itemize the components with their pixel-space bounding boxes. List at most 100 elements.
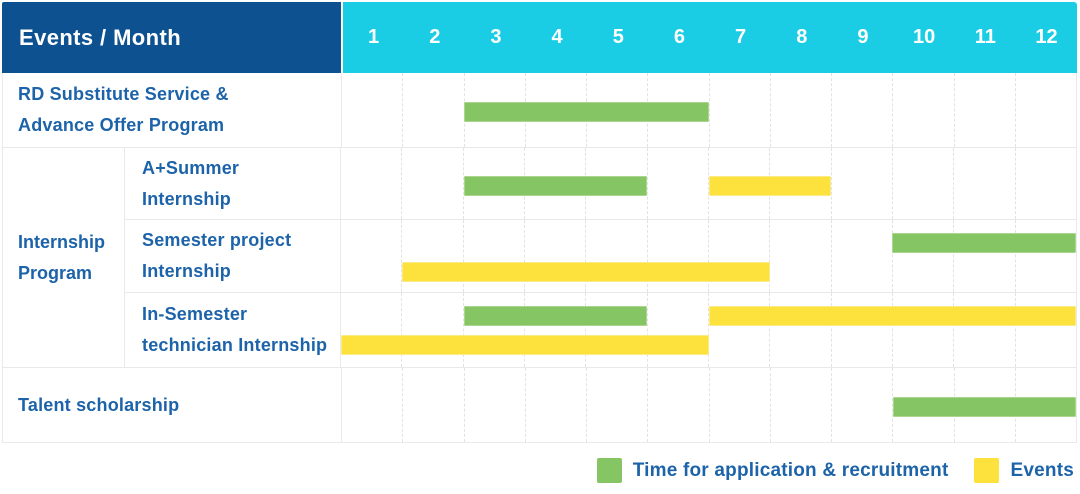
application-bar (892, 233, 1076, 253)
month-grid-cell (462, 148, 524, 219)
table-header-row: Events / Month 1 2 3 4 5 6 7 8 9 10 11 12 (2, 2, 1077, 73)
row-label-line: Internship (142, 188, 232, 209)
month-grid-cell (341, 293, 401, 367)
month-grid-cell (1014, 73, 1076, 147)
month-grid-cell (831, 73, 892, 147)
event-bar (708, 306, 1076, 326)
month-grid-cell (524, 368, 586, 442)
month-grid-cell (1014, 148, 1076, 219)
month-grid-cell (953, 148, 1014, 219)
row-label: Semester project Internship (125, 220, 340, 292)
month-grid-cell (953, 220, 1014, 292)
month-grid-cell (953, 73, 1015, 147)
month-header-cell: 9 (857, 26, 869, 48)
month-grid-cell (830, 220, 892, 292)
month-grid-cell (891, 148, 953, 219)
row-timeline (340, 293, 1076, 367)
events-gantt-table: Events / Month 1 2 3 4 5 6 7 8 9 10 11 12 RD Substi… (2, 2, 1077, 443)
month-number-header: 1 2 3 4 5 6 7 8 9 10 11 12 (343, 2, 1077, 73)
month-header-cell: 4 (551, 26, 563, 48)
month-grid-cell (585, 293, 646, 367)
events-month-header-cell: Events / Month (2, 2, 341, 73)
row-label: Talent scholarship (3, 368, 341, 442)
row-timeline (340, 220, 1076, 292)
group-label-internship-program: Internship Program (3, 148, 125, 367)
row-label-line: RD Substitute Service & (18, 84, 229, 104)
month-header-cell: 11 (974, 26, 996, 48)
month-grid-cell (401, 293, 462, 367)
month-grid-cell (647, 368, 708, 442)
month-grid-cell (708, 73, 770, 147)
month-grid-cell (523, 220, 585, 292)
month-grid-cell (769, 368, 831, 442)
month-grid-cell (462, 293, 524, 367)
row-label: RD Substitute Service & Advance Offer Pro… (3, 73, 341, 147)
month-header-cell: 3 (490, 26, 502, 48)
month-grid-cell (707, 293, 769, 367)
row-timeline (341, 368, 1076, 442)
legend: Time for application & recruitment Events (596, 458, 1074, 483)
month-grid-cell (707, 220, 769, 292)
row-label-line: Internship (142, 261, 232, 281)
table-row: A+Summer Internship (125, 148, 1076, 220)
row-label-line: Talent scholarship (18, 394, 180, 415)
month-grid-cell (769, 73, 831, 147)
month-grid-cell (463, 368, 525, 442)
month-header-cell: 1 (368, 26, 380, 48)
application-bar (464, 102, 709, 122)
month-grid-cell (708, 368, 770, 442)
legend-item: Time for application & recruitment (596, 458, 949, 483)
month-grid-cell (341, 148, 401, 219)
row-label-line: In-Semester (142, 304, 248, 324)
row-label-line: A+Summer (142, 157, 240, 178)
month-grid-cell (891, 293, 953, 367)
month-grid-cell (891, 220, 953, 292)
month-grid-cell (1014, 220, 1076, 292)
month-grid-cell (707, 148, 769, 219)
application-bar (463, 306, 648, 326)
month-grid-cell (342, 73, 402, 147)
month-header-cell: 8 (796, 26, 808, 48)
group-section-internship-program: Internship Program A+Summer Internship Semes… (3, 148, 1076, 368)
month-grid-cell (953, 293, 1014, 367)
row-label-line: Advance Offer Program (18, 115, 225, 135)
month-grid-cell (462, 220, 524, 292)
month-grid-cell (646, 148, 708, 219)
month-grid-cell (769, 293, 830, 367)
month-grid-cell (830, 293, 892, 367)
month-header-cell: 10 (913, 26, 936, 48)
month-grid-cell (523, 293, 585, 367)
event-bar (708, 175, 831, 196)
table-row: Talent scholarship (3, 368, 1076, 442)
row-timeline (340, 148, 1076, 219)
application-bar (892, 397, 1076, 417)
month-grid-cell (830, 148, 892, 219)
table-body: RD Substitute Service & Advance Offer Pro… (2, 73, 1077, 443)
application-swatch-icon (596, 458, 622, 483)
month-grid-cell (463, 73, 525, 147)
month-grid-cell (769, 220, 830, 292)
month-header-cell: 5 (612, 26, 624, 48)
month-grid-cell (401, 148, 462, 219)
row-label: In-Semester technician Internship (125, 293, 340, 367)
month-grid-cell (402, 368, 463, 442)
table-row: Semester project Internship (125, 220, 1076, 293)
row-label-line: Semester project (142, 230, 292, 250)
event-swatch-icon (974, 458, 1000, 483)
row-timeline (341, 73, 1076, 147)
row-label: A+Summer Internship (125, 148, 340, 219)
month-grid-cell (646, 220, 708, 292)
legend-label: Time for application & recruitment (632, 459, 949, 481)
group-label-line: Program (18, 262, 93, 283)
application-bar (463, 175, 648, 196)
group-label-line: Internship (18, 231, 106, 252)
row-label-line: technician Internship (142, 335, 328, 355)
month-grid-cell (341, 220, 401, 292)
legend-label: Events (1010, 459, 1074, 481)
table-row: In-Semester technician Internship (125, 293, 1076, 367)
month-grid-cell (892, 73, 953, 147)
month-grid-cell (586, 368, 647, 442)
month-grid-cell (342, 368, 402, 442)
month-header-cell: 6 (673, 26, 685, 48)
